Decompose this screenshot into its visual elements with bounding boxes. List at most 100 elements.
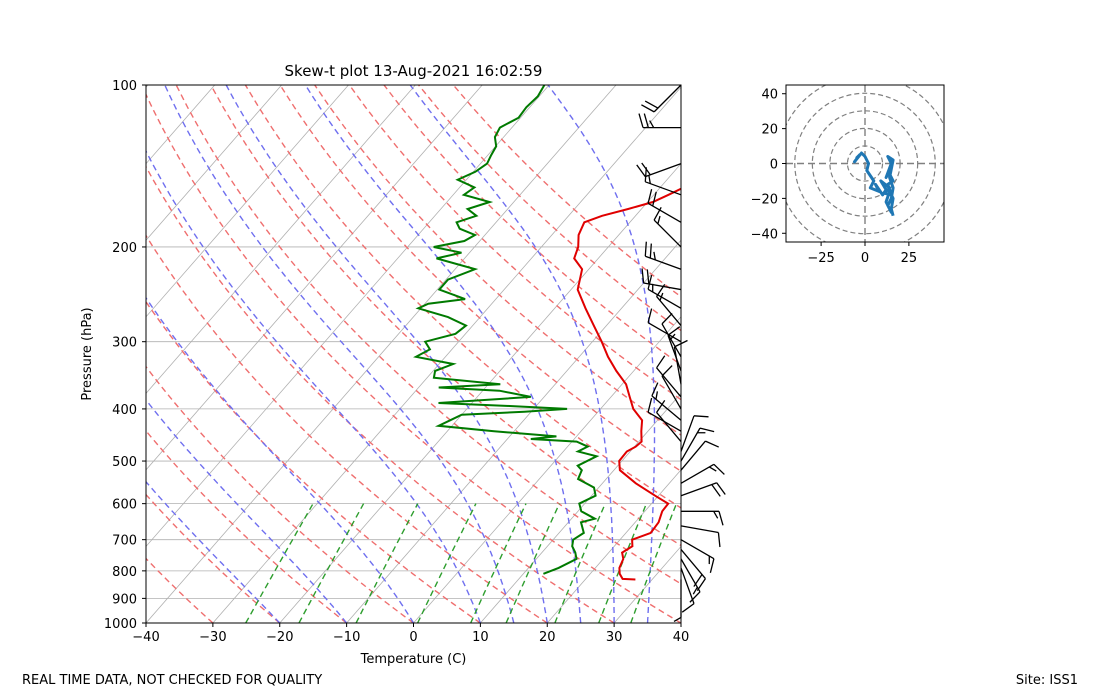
- mixing-ratio-line: [470, 503, 527, 623]
- wind-barb-flag: [717, 532, 721, 548]
- wind-barb-flag: [636, 164, 646, 177]
- dry-adiabat-line: [146, 493, 281, 623]
- dry-adiabat-line: [146, 365, 414, 623]
- wind-barb-flag: [638, 113, 644, 128]
- x-tick-label: −20: [266, 630, 293, 645]
- wind-barb: [680, 539, 715, 573]
- mixing-ratio-line: [554, 503, 606, 623]
- wind-barb: [636, 162, 682, 178]
- mixing-ratio-line: [416, 503, 477, 623]
- wind-barb-staff: [656, 296, 682, 326]
- hodo-y-tick-label: 0: [770, 158, 778, 173]
- wind-barb: [673, 579, 682, 623]
- mixing-ratio-line: [245, 503, 314, 623]
- wind-barb-flag: [693, 415, 709, 418]
- y-tick-label: 300: [112, 336, 137, 351]
- x-tick-label: 40: [673, 630, 690, 645]
- wind-barb-flag: [649, 120, 655, 128]
- wind-barb-staff: [680, 567, 695, 604]
- temperature-profile-line: [573, 187, 681, 581]
- mixing-ratio-line: [505, 503, 561, 623]
- wind-barb-staff: [680, 539, 715, 560]
- wind-barb-flag: [647, 397, 653, 413]
- moist-adiabat-line: [146, 398, 348, 623]
- wind-barb-staff: [647, 322, 682, 343]
- wind-barb-flag: [641, 104, 655, 113]
- wind-barb-staff: [667, 335, 682, 372]
- skewt-plot: −40 −30 −20 −10 0 10 20 30 40 1000 900 800 700 600 500…: [0, 62, 690, 667]
- x-tick-label: −30: [199, 630, 226, 645]
- wind-barbs: [636, 84, 726, 623]
- isotherm-line: [146, 85, 483, 471]
- wind-barb: [647, 274, 682, 309]
- hodograph-plot: −25 0 25 −40 −20 0 20 40: [751, 84, 945, 266]
- wind-barb-staff: [656, 367, 682, 398]
- hodograph-trace: [853, 151, 895, 217]
- chart-title: Skew-t plot 13-Aug-2021 16:02:59: [285, 62, 543, 80]
- isotherm-line: [413, 316, 681, 623]
- y-tick-label: 600: [112, 498, 137, 513]
- wind-barb-flag: [716, 482, 726, 495]
- x-tick-label: 20: [539, 630, 556, 645]
- wind-barb: [667, 326, 682, 372]
- wind-barb-flag: [641, 268, 645, 284]
- y-tick-label: 1000: [104, 617, 137, 632]
- wind-barb: [641, 84, 682, 113]
- wind-barb: [661, 365, 682, 410]
- x-tick-label: 30: [606, 630, 623, 645]
- wind-barb-flag: [644, 167, 647, 182]
- wind-barb-flag: [657, 215, 661, 225]
- hodo-x-tick-label: 0: [861, 251, 869, 266]
- wind-barb-flag: [656, 400, 666, 413]
- wind-barb: [680, 558, 701, 603]
- wind-barb-staff: [680, 525, 719, 534]
- wind-barb-flag: [653, 207, 662, 221]
- dry-adiabat-line: [418, 85, 681, 332]
- wind-barb-staff: [680, 482, 717, 497]
- dry-adiabat-line: [146, 165, 615, 623]
- hodo-x-tick-label: −25: [807, 251, 834, 266]
- wind-barb-staff: [661, 323, 682, 358]
- wind-barb-staff: [645, 163, 682, 178]
- wind-barb: [651, 382, 682, 421]
- wind-barb-staff: [645, 255, 682, 270]
- wind-barb-flag: [711, 484, 721, 497]
- wind-barb-staff: [680, 549, 706, 579]
- x-tick-label: −10: [333, 630, 360, 645]
- dry-adiabat-line: [348, 85, 681, 401]
- wind-barb-flag: [681, 603, 695, 613]
- wind-barb-staff: [651, 395, 682, 421]
- isotherm-line: [146, 85, 282, 241]
- moist-adiabat-line: [164, 85, 515, 623]
- moist-adiabat-line: [225, 85, 548, 623]
- wind-barb: [656, 400, 682, 442]
- wind-barb-flag: [705, 440, 719, 448]
- dry-adiabat-line: [383, 85, 681, 366]
- wind-barb: [680, 440, 719, 471]
- y-tick-label: 100: [112, 79, 137, 94]
- y-tick-label: 800: [112, 565, 137, 580]
- wind-barb-flag: [708, 466, 717, 472]
- wind-barb: [656, 284, 682, 326]
- dry-adiabat-line: [210, 85, 681, 547]
- wind-barb-flag: [667, 326, 681, 336]
- isotherm-line: [0, 85, 14, 623]
- y-tick-label: 200: [112, 241, 137, 256]
- wind-barb-flag: [647, 274, 653, 290]
- isotherm-line: [146, 85, 550, 548]
- wind-barb: [638, 113, 681, 129]
- wind-barb: [644, 167, 682, 196]
- wind-barb-flag: [709, 558, 715, 573]
- moist-adiabat-line: [547, 85, 656, 623]
- wind-barb-flag: [669, 333, 676, 341]
- wind-barb: [656, 355, 682, 398]
- wind-barb-staff: [680, 558, 701, 593]
- wind-barb-flag: [651, 382, 659, 397]
- wind-barb-staff: [653, 84, 682, 113]
- wind-barb-staff: [680, 440, 706, 471]
- moist-adiabat-line: [304, 85, 582, 623]
- dry-adiabat-line: [146, 557, 214, 623]
- wind-barb: [641, 268, 682, 291]
- moist-adiabat-line: [146, 296, 415, 623]
- mixing-ratio-line: [355, 503, 419, 623]
